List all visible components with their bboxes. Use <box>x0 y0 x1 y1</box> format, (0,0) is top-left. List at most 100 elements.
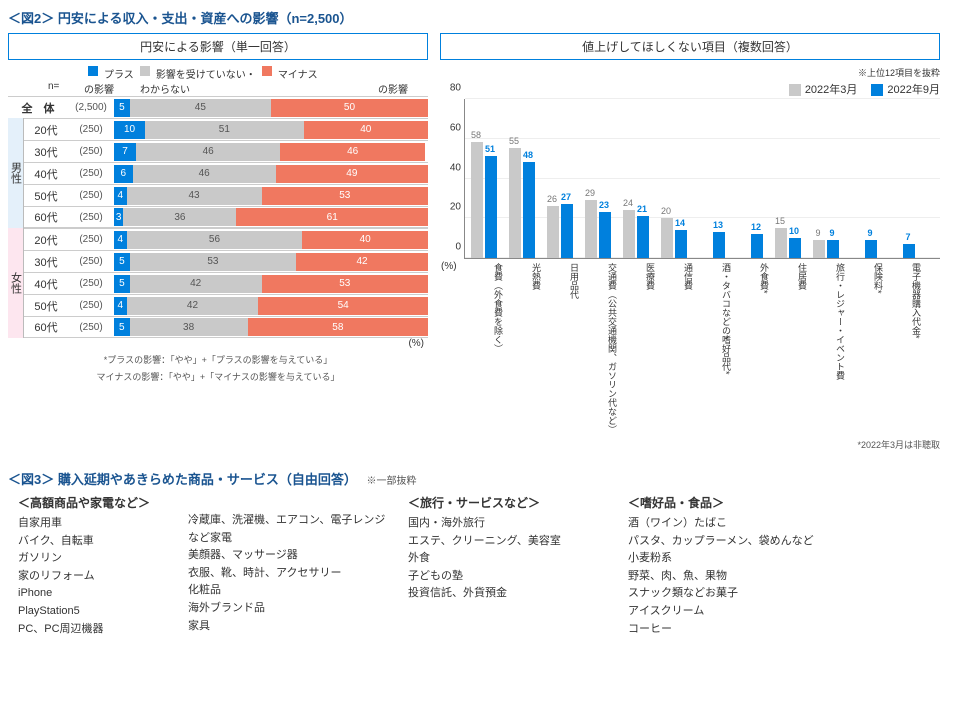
list-item: iPhone <box>18 585 168 603</box>
row-label: 50代 <box>24 188 68 204</box>
seg-minus: 50 <box>271 99 428 117</box>
bar-mar <box>509 148 521 258</box>
left-subtitle: 円安による影響（単一回答） <box>8 33 428 60</box>
list-item: 化粧品 <box>188 582 388 600</box>
left-foot1: *プラスの影響：「やや」+「プラスの影響を与えている」 <box>8 353 428 366</box>
fig3-col-c: ＜嗜好品・食品＞ 酒（ワイン）たばこパスタ、カップラーメン、袋めんなど小麦粉系野… <box>628 494 828 638</box>
list-item: コーヒー <box>628 621 828 639</box>
list-item: スナック類などお菓子 <box>628 585 828 603</box>
mar-swatch <box>789 84 801 96</box>
right-foot: *2022年3月は非聴取 <box>440 438 940 451</box>
fig3-col-a2: . 冷蔵庫、洗濯機、エアコン、電子レンジなど家電美顔器、マッサージ器衣服、靴、時… <box>188 494 388 638</box>
left-legend-1: プラス 影響を受けていない・ マイナス <box>8 66 428 81</box>
bar-val-mar: 29 <box>582 188 598 198</box>
list-item: など家電 <box>188 530 388 548</box>
seg-minus: 49 <box>276 165 428 183</box>
bar-val-mar: 58 <box>468 130 484 140</box>
row-n: (250) <box>68 234 114 245</box>
seg-minus: 53 <box>262 275 428 293</box>
xlabel: 電子機器購入代金* <box>882 261 920 434</box>
row-label: 30代 <box>24 144 68 160</box>
fig3-title: ＜図3＞ 購入延期やあきらめた商品・サービス（自由回答） ※一部抜粋 <box>8 469 952 488</box>
legend-none2: わからない <box>140 81 220 96</box>
stacked-bar: 53858 <box>114 318 428 336</box>
bar-val-mar: 55 <box>506 136 522 146</box>
fig3-sub: ※一部抜粋 <box>366 476 416 487</box>
side-label-male: 男性 <box>8 118 24 228</box>
xlabel: 交通費（公共交通機関、ガソリン代など） <box>578 261 616 434</box>
xlabel: 通信費 <box>654 261 692 434</box>
list-item: PlayStation5 <box>18 603 168 621</box>
seg-none: 46 <box>136 143 280 161</box>
bar-val-mar: 20 <box>658 206 674 216</box>
stacked-bar: 44254 <box>114 297 428 315</box>
bar-mar <box>813 240 825 258</box>
list-item: 冷蔵庫、洗濯機、エアコン、電子レンジ <box>188 512 388 530</box>
bar-sep <box>751 234 763 258</box>
fig3-col-a1: ＜高額商品や家電など＞ 自家用車バイク、自転車ガソリン家のリフォームiPhone… <box>18 494 168 638</box>
bar-mar <box>471 142 483 258</box>
bar-mar <box>623 210 635 258</box>
xlabel: 住居費 <box>768 261 806 434</box>
list-item: バイク、自転車 <box>18 533 168 551</box>
list-item: PC、PC周辺機器 <box>18 621 168 639</box>
sep-swatch <box>871 84 883 96</box>
row-n: (250) <box>68 300 114 311</box>
seg-none: 38 <box>130 318 248 336</box>
right-subtitle: 値上げしてほしくない項目（複数回答） <box>440 33 940 60</box>
bar-sep <box>865 240 877 258</box>
row-n: (250) <box>68 146 114 157</box>
seg-plus: 7 <box>114 143 136 161</box>
stacked-bar: 55342 <box>114 253 428 271</box>
seg-plus: 5 <box>114 318 130 336</box>
stacked-bar: 45640 <box>114 231 428 249</box>
seg-none: 45 <box>130 99 271 117</box>
bar-sep <box>903 244 915 258</box>
fig3-a-head: ＜高額商品や家電など＞ <box>18 494 168 511</box>
row-label: 60代 <box>24 209 68 225</box>
stacked-bar: 74646 <box>114 143 428 161</box>
bar-sep <box>713 232 725 258</box>
bar-val-sep: 9 <box>824 228 840 238</box>
list-item: 野菜、肉、魚、果物 <box>628 568 828 586</box>
list-item: 海外ブランド品 <box>188 600 388 618</box>
row-n: (250) <box>68 168 114 179</box>
bar-val-sep: 14 <box>672 218 688 228</box>
row-label: 40代 <box>24 166 68 182</box>
legend-plus2: の影響 <box>84 81 134 96</box>
xlabel: 日用品代 <box>540 261 578 434</box>
seg-none: 43 <box>127 187 262 205</box>
seg-plus: 5 <box>114 275 130 293</box>
seg-minus: 53 <box>262 187 428 205</box>
row-n: (250) <box>68 322 114 333</box>
stacked-bar: 54253 <box>114 275 428 293</box>
legend-minus2: の影響 <box>378 81 428 96</box>
list-item: 自家用車 <box>18 515 168 533</box>
right-pct-label: (%) <box>441 261 457 272</box>
fig3-col-b: ＜旅行・サービスなど＞ 国内・海外旅行エステ、クリーニング、美容室外食子どもの塾… <box>408 494 608 638</box>
bar-val-sep: 12 <box>748 222 764 232</box>
fig3-c-head: ＜嗜好品・食品＞ <box>628 494 828 511</box>
bar-sep <box>523 162 535 258</box>
fig3-wrap: ＜図3＞ 購入延期やあきらめた商品・サービス（自由回答） ※一部抜粋 ＜高額商品… <box>8 469 952 638</box>
seg-minus: 40 <box>302 231 428 249</box>
legend-none: 影響を受けていない・ <box>156 66 256 81</box>
row-label: 40代 <box>24 276 68 292</box>
list-item: 家のリフォーム <box>18 568 168 586</box>
seg-plus: 3 <box>114 208 123 226</box>
seg-none: 51 <box>145 121 304 139</box>
seg-plus: 4 <box>114 231 127 249</box>
xlabel: 保険料* <box>844 261 882 434</box>
bar-sep <box>789 238 801 258</box>
list-item: 国内・海外旅行 <box>408 515 608 533</box>
bar-val-sep: 13 <box>710 220 726 230</box>
seg-minus: 58 <box>248 318 428 336</box>
fig3-cols: ＜高額商品や家電など＞ 自家用車バイク、自転車ガソリン家のリフォームiPhone… <box>8 494 952 638</box>
fig3-title-text: ＜図3＞ 購入延期やあきらめた商品・サービス（自由回答） <box>8 472 357 487</box>
seg-none: 36 <box>123 208 236 226</box>
legend-mar: 2022年3月 <box>805 84 858 96</box>
fig2-wrap: 円安による影響（単一回答） プラス 影響を受けていない・ マイナス n= の影響… <box>8 33 952 451</box>
left-pct-label: (%) <box>8 338 428 349</box>
xlabel: 酒・タバコなどの嗜好品代* <box>692 261 730 434</box>
ytick: 20 <box>441 202 461 213</box>
